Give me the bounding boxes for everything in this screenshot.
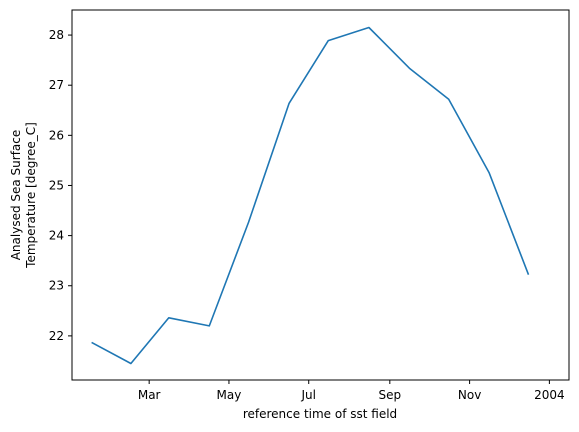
sst-series-line	[91, 26, 530, 365]
x-axis-label: reference time of sst field	[243, 407, 397, 421]
y-tick-label: 23	[49, 279, 64, 293]
x-tick-label: Mar	[138, 388, 161, 402]
x-axis-ticks: Mar May Jul Sep Nov 2004	[138, 380, 565, 402]
x-tick-label: 2004	[534, 388, 565, 402]
y-axis-label-line-1: Analysed Sea Surface	[9, 130, 23, 261]
x-tick-label: Nov	[458, 388, 481, 402]
y-tick-label: 25	[49, 178, 64, 192]
x-tick-label: Jul	[300, 388, 315, 402]
x-tick-label: Sep	[379, 388, 402, 402]
y-tick-label: 28	[49, 28, 64, 42]
y-tick-label: 24	[49, 229, 64, 243]
plot-area	[71, 9, 570, 381]
x-tick-label: May	[217, 388, 242, 402]
y-axis-ticks: 22 23 24 25 26 27 28	[49, 28, 72, 343]
y-tick-label: 22	[49, 329, 64, 343]
y-tick-label: 26	[49, 128, 64, 142]
y-axis-label-line-2: Temperature [degree_C]	[24, 122, 38, 269]
y-tick-label: 27	[49, 78, 64, 92]
